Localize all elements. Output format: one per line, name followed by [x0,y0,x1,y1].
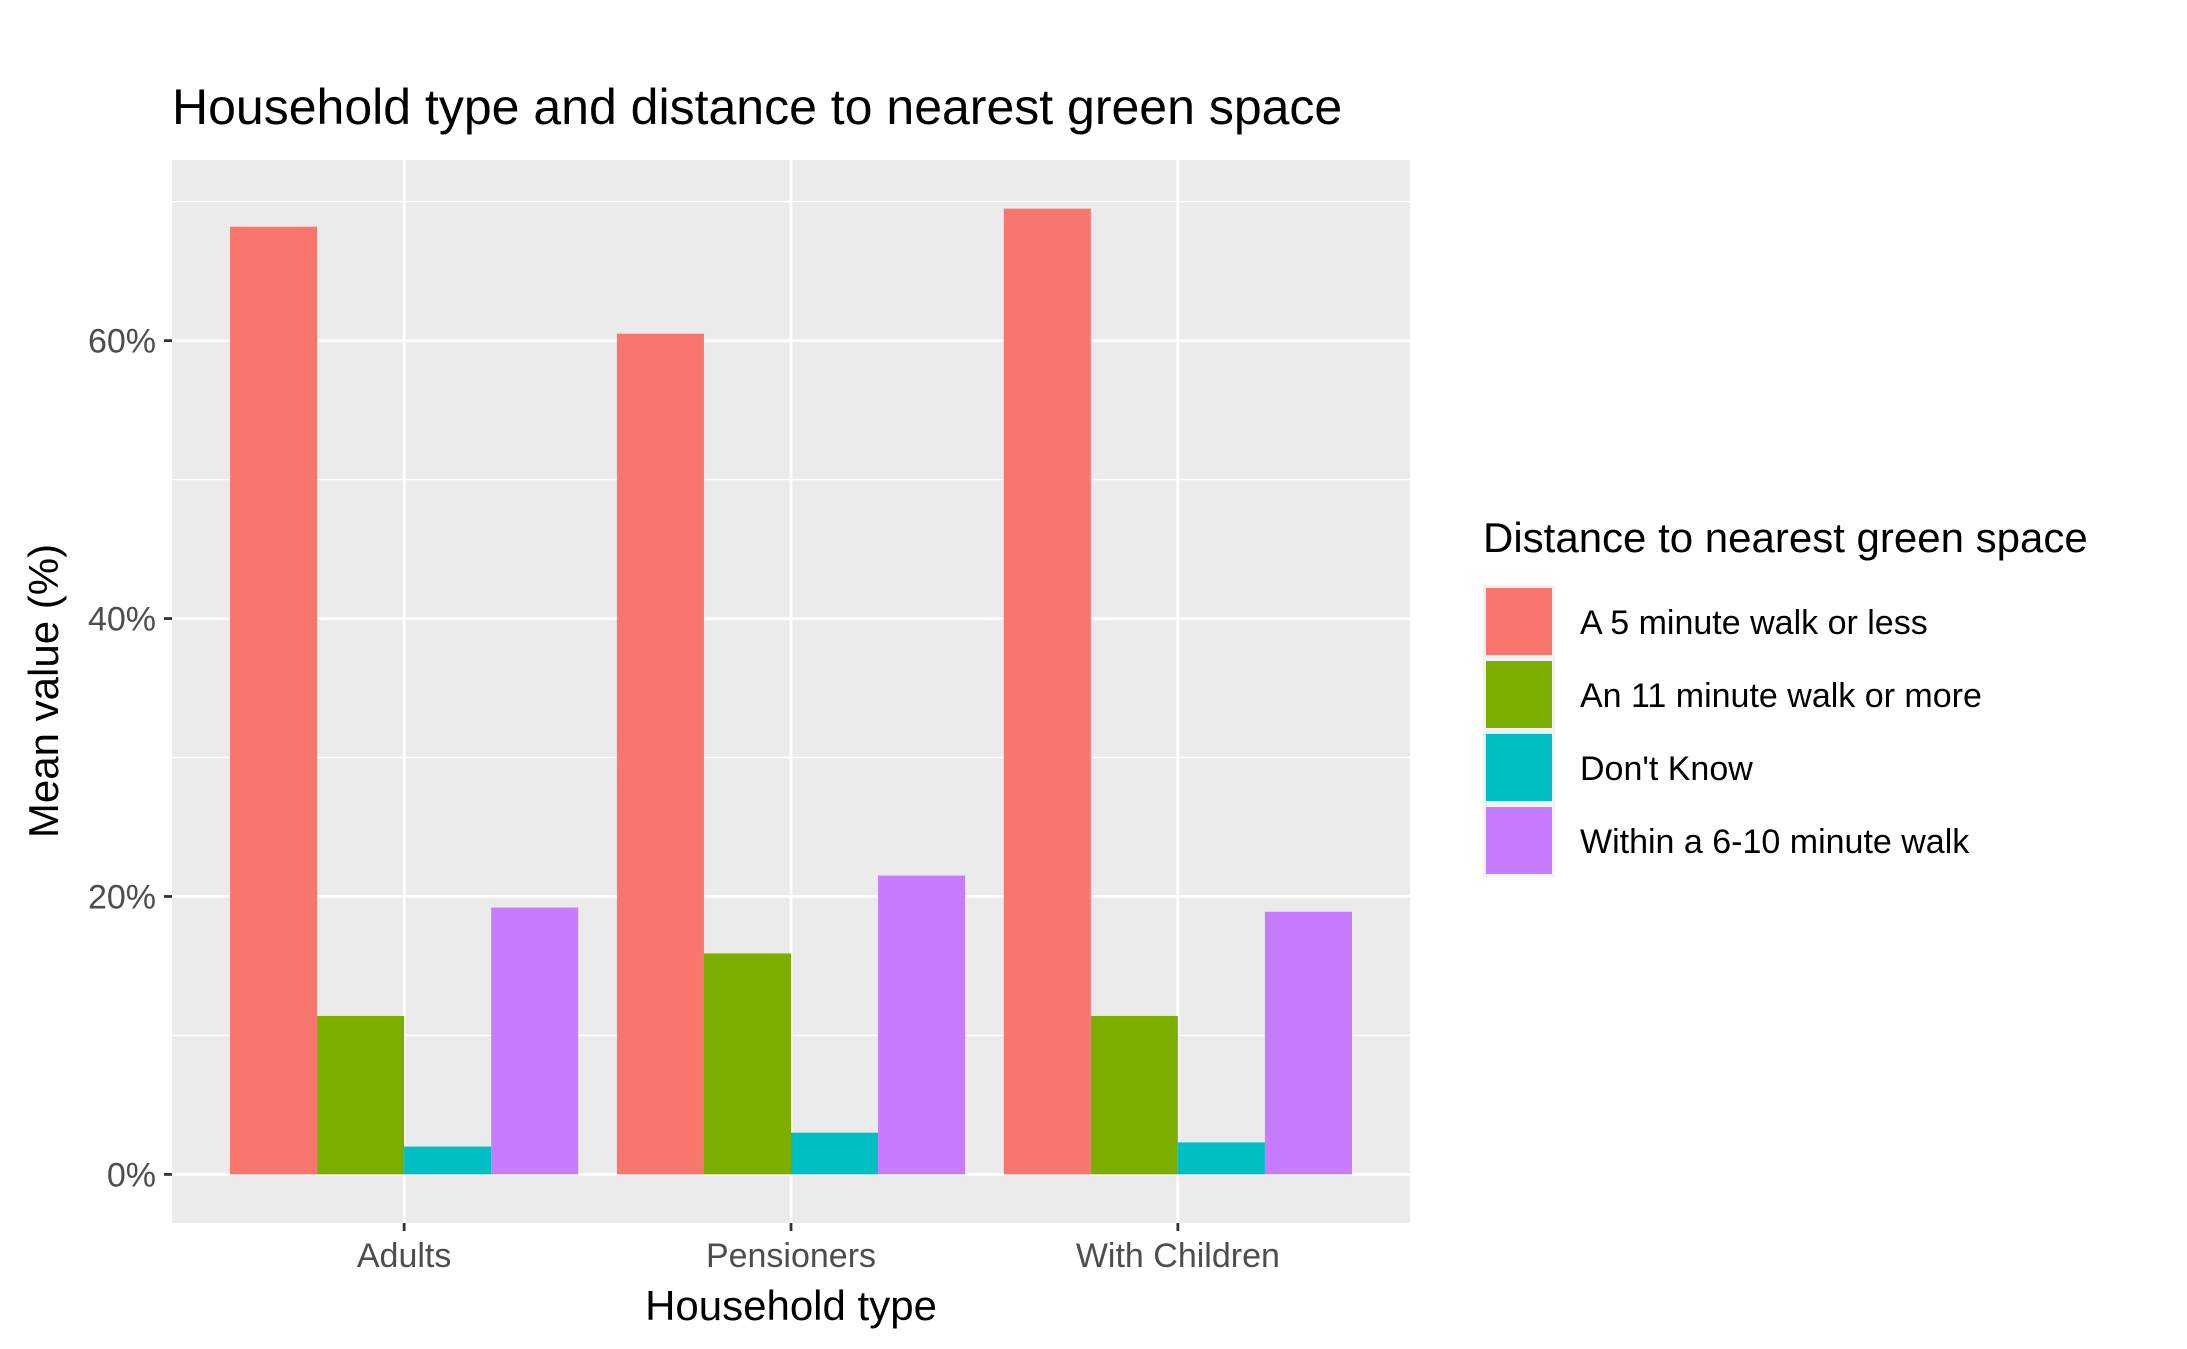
x-tick-label: Adults [357,1237,452,1275]
legend-label: An 11 minute walk or more [1580,677,1982,715]
x-axis-title: Household type [645,1282,937,1329]
y-tick-label: 60% [88,323,156,361]
bar [616,333,704,1175]
y-tick-label: 20% [88,878,156,916]
legend-swatch [1486,588,1552,655]
y-tick-label: 0% [107,1156,156,1194]
bar [491,907,579,1175]
bar [1264,911,1352,1175]
bar [1090,1015,1178,1175]
x-tick-label: With Children [1076,1237,1280,1275]
legend-swatch [1486,807,1552,874]
bar [230,226,318,1175]
bars [230,208,1352,1175]
bar [317,1015,405,1175]
x-axis: Adults Pensioners With Children [357,1223,1280,1275]
y-axis-title: Mean value (%) [20,544,67,838]
bar [878,875,966,1175]
y-axis: 0% 20% 40% 60% [88,323,172,1194]
chart-title: Household type and distance to nearest g… [172,79,1342,135]
bar [703,953,791,1175]
x-tick-label: Pensioners [706,1237,876,1275]
bar [1003,208,1091,1175]
legend: Distance to nearest green space A 5 minu… [1483,514,2088,877]
legend-label: Within a 6-10 minute walk [1580,823,1970,861]
legend-label: Don't Know [1580,750,1753,788]
legend-swatch [1486,734,1552,801]
legend-label: A 5 minute walk or less [1580,604,1928,642]
bar [791,1132,879,1175]
legend-swatch [1486,661,1552,728]
bar [404,1146,492,1175]
legend-title: Distance to nearest green space [1483,514,2088,561]
y-tick-label: 40% [88,601,156,639]
bar [1177,1142,1265,1175]
